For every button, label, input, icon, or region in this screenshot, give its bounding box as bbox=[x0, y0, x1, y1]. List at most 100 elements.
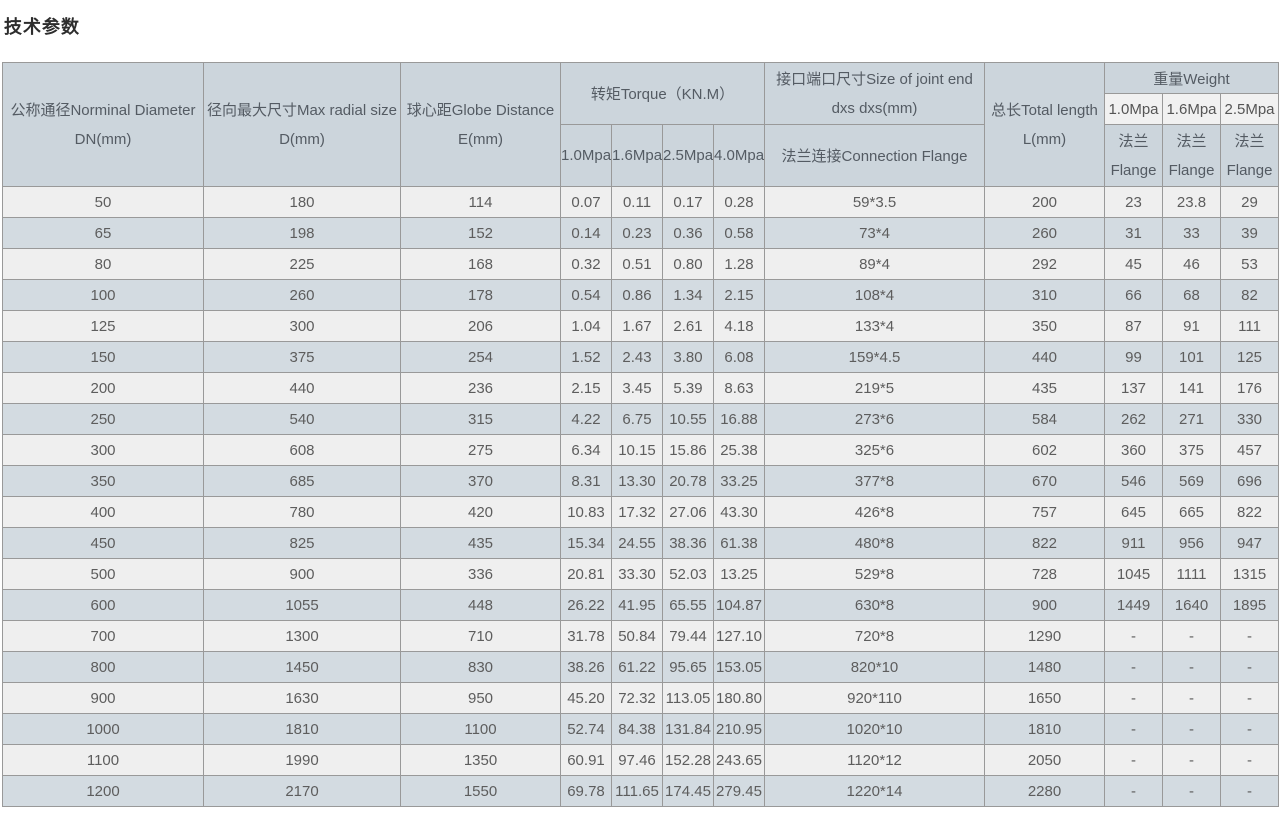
col-header-globe-distance: 球心距Globe Distance E(mm) bbox=[400, 62, 561, 187]
col-header-nominal-diameter-line2: DN(mm) bbox=[74, 130, 132, 148]
table-cell: 420 bbox=[400, 496, 561, 528]
table-cell: 292 bbox=[984, 248, 1105, 280]
table-cell: 1.67 bbox=[611, 310, 663, 342]
table-cell: 38.36 bbox=[662, 527, 714, 559]
table-cell: 1.28 bbox=[713, 248, 765, 280]
table-cell: 448 bbox=[400, 589, 561, 621]
table-cell: 225 bbox=[203, 248, 401, 280]
table-cell: 1220*14 bbox=[764, 775, 985, 807]
table-cell: 73*4 bbox=[764, 217, 985, 249]
table-cell: - bbox=[1162, 775, 1221, 807]
table-cell: 670 bbox=[984, 465, 1105, 497]
flange-label-en: Flange bbox=[1226, 161, 1273, 179]
table-cell: 377*8 bbox=[764, 465, 985, 497]
table-cell: 198 bbox=[203, 217, 401, 249]
table-cell: 2.15 bbox=[713, 279, 765, 311]
table-cell: 1300 bbox=[203, 620, 401, 652]
table-cell: 180.80 bbox=[713, 682, 765, 714]
table-cell: - bbox=[1162, 651, 1221, 683]
table-cell: 440 bbox=[984, 341, 1105, 373]
table-cell: - bbox=[1104, 682, 1163, 714]
table-cell: 20.81 bbox=[560, 558, 612, 590]
col-header-torque-group: 转矩Torque（KN.M） bbox=[560, 62, 765, 125]
flange-label-cn: 法兰 bbox=[1118, 132, 1149, 150]
table-cell: 176 bbox=[1219, 372, 1280, 404]
table-cell: - bbox=[1219, 651, 1280, 683]
table-cell: 435 bbox=[400, 527, 561, 559]
flange-label-cn: 法兰 bbox=[1234, 132, 1265, 150]
table-cell: 400 bbox=[2, 496, 204, 528]
table-cell: 696 bbox=[1219, 465, 1280, 497]
col-header-joint-end-size: 接口端口尺寸Size of joint end dxs dxs(mm) bbox=[764, 62, 985, 125]
table-cell: 104.87 bbox=[713, 589, 765, 621]
table-cell: 2.15 bbox=[560, 372, 612, 404]
table-cell: 99 bbox=[1104, 341, 1163, 373]
table-cell: 50.84 bbox=[611, 620, 663, 652]
table-cell: 780 bbox=[203, 496, 401, 528]
col-header-weight-1-0mpa: 1.0Mpa bbox=[1104, 93, 1163, 125]
table-cell: 480*8 bbox=[764, 527, 985, 559]
table-cell: 1480 bbox=[984, 651, 1105, 683]
table-cell: 41.95 bbox=[611, 589, 663, 621]
table-cell: 8.63 bbox=[713, 372, 765, 404]
table-cell: - bbox=[1104, 620, 1163, 652]
table-cell: 1055 bbox=[203, 589, 401, 621]
col-header-total-length-line1: 总长Total length bbox=[991, 101, 1098, 119]
table-row: 100 260 178 0.54 0.86 1.34 2.15 108*4 310 66 68 82 bbox=[2, 279, 1280, 311]
table-cell: 82 bbox=[1219, 279, 1280, 311]
table-cell: 375 bbox=[203, 341, 401, 373]
table-cell: 1640 bbox=[1162, 589, 1221, 621]
table-cell: 20.78 bbox=[662, 465, 714, 497]
table-cell: 24.55 bbox=[611, 527, 663, 559]
table-cell: 97.46 bbox=[611, 744, 663, 776]
flange-label-cn: 法兰 bbox=[1176, 132, 1207, 150]
table-cell: - bbox=[1219, 620, 1280, 652]
col-header-globe-distance-line2: E(mm) bbox=[458, 130, 503, 148]
table-cell: 10.15 bbox=[611, 434, 663, 466]
table-cell: 200 bbox=[984, 186, 1105, 218]
table-cell: 38.26 bbox=[560, 651, 612, 683]
col-header-globe-distance-line1: 球心距Globe Distance bbox=[406, 101, 555, 119]
table-row: 1100 1990 1350 60.91 97.46 152.28 243.65 1120*1… bbox=[2, 744, 1280, 776]
table-cell: 1449 bbox=[1104, 589, 1163, 621]
table-cell: 10.55 bbox=[662, 403, 714, 435]
table-row: 450 825 435 15.34 24.55 38.36 61.38 480*8 822 911… bbox=[2, 527, 1280, 559]
table-cell: 2050 bbox=[984, 744, 1105, 776]
table-cell: 46 bbox=[1162, 248, 1221, 280]
table-cell: 710 bbox=[400, 620, 561, 652]
table-cell: 174.45 bbox=[662, 775, 714, 807]
table-cell: 111 bbox=[1219, 310, 1280, 342]
table-cell: 13.25 bbox=[713, 558, 765, 590]
table-cell: 546 bbox=[1104, 465, 1163, 497]
table-cell: 210.95 bbox=[713, 713, 765, 745]
table-cell: 4.22 bbox=[560, 403, 612, 435]
table-cell: 137 bbox=[1104, 372, 1163, 404]
col-header-total-length: 总长Total length L(mm) bbox=[984, 62, 1105, 187]
table-cell: 8.31 bbox=[560, 465, 612, 497]
table-cell: - bbox=[1162, 682, 1221, 714]
table-cell: 80 bbox=[2, 248, 204, 280]
table-cell: 950 bbox=[400, 682, 561, 714]
table-cell: 1550 bbox=[400, 775, 561, 807]
table-cell: 608 bbox=[203, 434, 401, 466]
table-cell: 1100 bbox=[400, 713, 561, 745]
table-cell: 947 bbox=[1219, 527, 1280, 559]
col-header-torque-2-5mpa: 2.5Mpa bbox=[662, 124, 714, 187]
table-cell: 150 bbox=[2, 341, 204, 373]
table-cell: 600 bbox=[2, 589, 204, 621]
table-cell: 2170 bbox=[203, 775, 401, 807]
table-cell: 800 bbox=[2, 651, 204, 683]
table-cell: 350 bbox=[2, 465, 204, 497]
table-cell: 72.32 bbox=[611, 682, 663, 714]
table-row: 125 300 206 1.04 1.67 2.61 4.18 133*4 350 87 91 111 bbox=[2, 310, 1280, 342]
table-cell: 602 bbox=[984, 434, 1105, 466]
header-row-2: 1.0Mpa 1.6Mpa 2.5Mpa bbox=[3, 93, 1280, 125]
table-cell: 254 bbox=[400, 341, 561, 373]
table-cell: 271 bbox=[1162, 403, 1221, 435]
table-cell: 685 bbox=[203, 465, 401, 497]
table-cell: 1315 bbox=[1219, 558, 1280, 590]
table-cell: 325*6 bbox=[764, 434, 985, 466]
col-header-torque-1-6mpa: 1.6Mpa bbox=[611, 124, 663, 187]
col-header-joint-end-size-line2: dxs dxs(mm) bbox=[831, 99, 918, 117]
table-cell: 152.28 bbox=[662, 744, 714, 776]
